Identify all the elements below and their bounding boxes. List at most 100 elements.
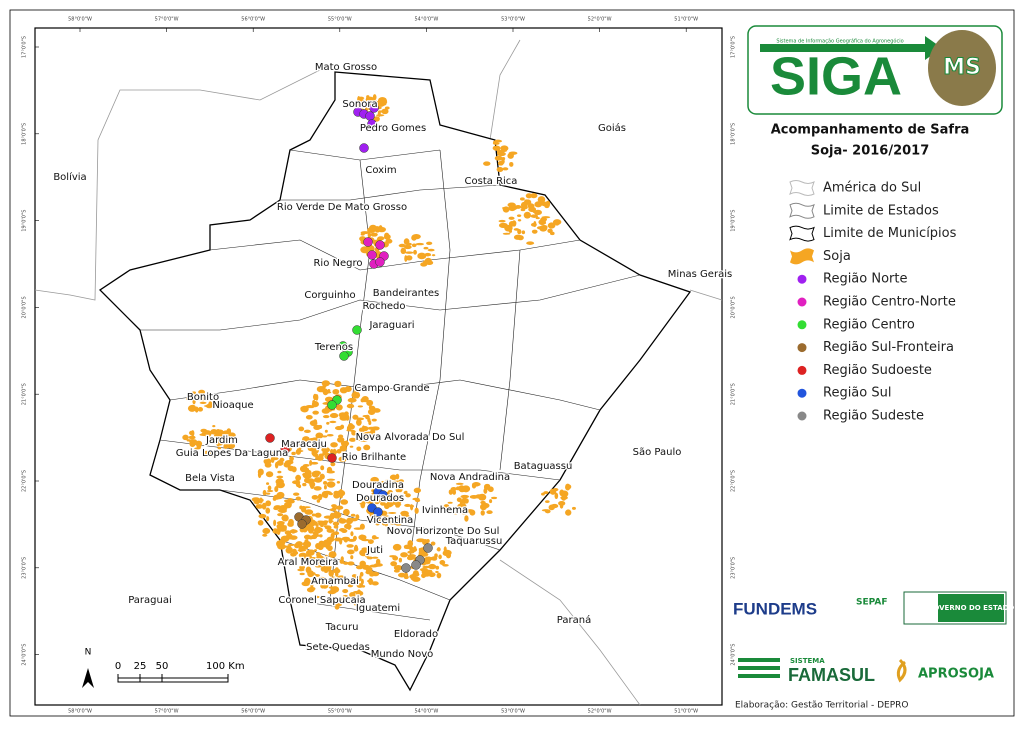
longitude-label-top: 54°0'0"W <box>414 17 438 23</box>
soy-patch <box>350 429 355 432</box>
soy-patch <box>347 422 354 430</box>
soy-patch <box>381 108 389 115</box>
legend-dot <box>797 274 807 284</box>
soy-patch <box>299 572 305 576</box>
soy-patch <box>257 468 264 476</box>
soy-patch <box>351 391 361 399</box>
soy-patch <box>277 513 284 517</box>
latitude-label-right: 20°0'0"S <box>731 296 737 318</box>
soy-patch <box>322 414 330 419</box>
soy-patch <box>508 229 513 233</box>
soy-patch <box>328 492 333 496</box>
soy-patch <box>324 490 331 494</box>
place-label: Bandeirantes <box>373 288 439 299</box>
longitude-label-top: 57°0'0"W <box>155 17 179 23</box>
soy-patch <box>207 452 216 457</box>
sepaf: SEPAF <box>856 598 888 608</box>
soy-patch <box>373 477 378 482</box>
place-label: Maracaju <box>281 439 327 450</box>
soy-patch <box>377 99 383 105</box>
soy-patch <box>307 470 311 476</box>
outer-frame <box>9 9 1015 717</box>
soy-patch <box>286 443 291 446</box>
soy-patch <box>212 425 216 428</box>
soy-patch <box>321 408 330 414</box>
soy-patch <box>284 501 292 508</box>
longitude-label-bottom: 51°0'0"W <box>674 709 698 715</box>
soy-patch <box>565 483 571 491</box>
legend-label: Região Norte <box>823 272 907 287</box>
soy-patch <box>276 475 284 479</box>
soy-patch <box>541 222 547 225</box>
place-label: Mundo Novo <box>371 649 434 660</box>
legend-dot <box>797 320 807 330</box>
soy-patch <box>222 430 231 435</box>
soy-patch <box>312 441 320 447</box>
soy-patch <box>222 438 227 444</box>
soy-patch <box>411 234 417 241</box>
soy-patch <box>392 555 399 561</box>
longitude-label-bottom: 56°0'0"W <box>241 709 265 715</box>
soy-patch <box>394 521 402 526</box>
soy-patch <box>329 449 334 454</box>
soy-patch <box>497 148 501 156</box>
soy-patch <box>390 561 398 567</box>
soy-patch <box>189 430 194 436</box>
soy-patch <box>277 543 286 550</box>
latitude-label-right: 23°0'0"S <box>731 557 737 579</box>
latitude-label-left: 24°0'0"S <box>22 644 28 666</box>
soy-patch <box>291 451 296 456</box>
soy-patch <box>306 587 315 593</box>
soy-patch <box>431 556 438 561</box>
soy-patch <box>197 407 204 412</box>
soy-patch <box>321 447 331 453</box>
soy-patch <box>526 241 535 245</box>
soy-patch <box>456 497 462 503</box>
soy-patch <box>311 401 319 408</box>
soy-patch <box>346 544 354 548</box>
soy-patch <box>360 246 370 254</box>
logo-name: SIGA <box>770 46 902 106</box>
region-point <box>373 507 383 517</box>
soy-patch <box>355 565 364 570</box>
legend-label: Limite de Estados <box>823 203 939 218</box>
soy-patch <box>355 417 365 421</box>
soy-patch <box>462 504 467 507</box>
region-point <box>375 240 385 250</box>
soy-patch <box>323 564 330 569</box>
soy-patch <box>262 533 268 537</box>
place-label: Novo Horizonte Do Sul <box>387 526 500 537</box>
soy-patch <box>335 404 343 411</box>
soy-patch <box>398 479 404 483</box>
soy-patch <box>326 466 333 473</box>
region-point <box>411 560 421 570</box>
soy-patch <box>313 419 318 424</box>
soy-patch <box>191 391 197 395</box>
soy-patch <box>558 500 566 506</box>
region-point <box>369 103 379 113</box>
soy-patch <box>312 453 319 457</box>
soy-patch <box>384 521 389 527</box>
soy-patch <box>471 482 481 487</box>
soy-patch <box>318 520 326 527</box>
soy-patch <box>338 518 347 524</box>
soy-patch <box>537 196 546 204</box>
region-point <box>352 325 362 335</box>
soy-patch <box>361 538 370 542</box>
soy-patch <box>498 219 506 223</box>
soy-patch <box>200 428 208 433</box>
soy-patch <box>264 462 272 468</box>
soy-patch <box>364 431 373 435</box>
place-label: Jaraguari <box>368 320 414 331</box>
governo: GOVERNO DO ESTADO <box>928 604 1015 612</box>
soy-patch <box>305 478 315 484</box>
soy-patch <box>527 203 535 210</box>
soy-patch <box>315 542 321 550</box>
soy-patch <box>520 208 526 212</box>
latitude-label-left: 21°0'0"S <box>22 383 28 405</box>
soy-patch <box>314 512 322 518</box>
soy-patch <box>382 515 391 521</box>
soy-patch <box>261 502 267 510</box>
soy-patch <box>428 563 437 570</box>
subtitle: Soja- 2016/2017 <box>811 144 930 159</box>
